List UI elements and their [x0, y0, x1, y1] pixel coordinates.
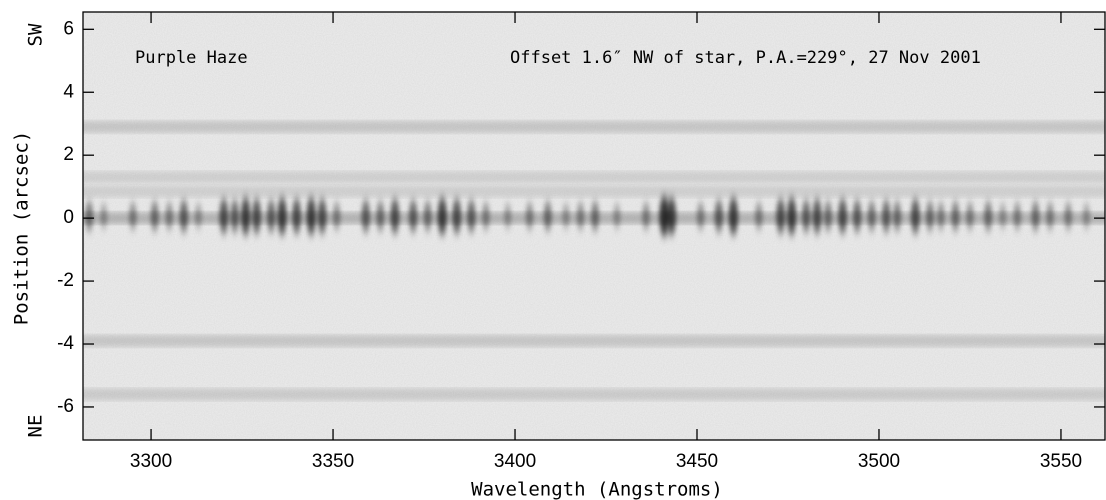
spatial-band — [83, 334, 1105, 347]
x-tick-label: 3400 — [494, 451, 536, 472]
plot-area — [83, 12, 1105, 440]
emission-feature — [881, 200, 891, 232]
emission-feature — [892, 201, 902, 231]
spatial-band — [83, 171, 1105, 184]
annotation: Purple Haze — [135, 48, 248, 68]
emission-feature — [292, 198, 302, 234]
emission-feature — [306, 197, 317, 235]
y-tick-label: 0 — [63, 207, 74, 228]
emission-feature — [1046, 203, 1055, 230]
emission-feature — [613, 204, 621, 228]
emission-feature — [543, 201, 552, 231]
emission-feature — [823, 201, 833, 231]
x-tick-label: 3550 — [1040, 451, 1082, 472]
emission-feature — [390, 198, 400, 234]
emission-feature — [230, 200, 240, 232]
emission-feature — [659, 196, 670, 237]
frame — [82, 11, 1106, 441]
emission-feature — [714, 200, 724, 232]
x-tick-label: 3450 — [676, 451, 718, 472]
emission-feature — [466, 200, 476, 232]
emission-feature — [240, 197, 251, 235]
y-axis-label: Position (arcsec) — [11, 131, 33, 325]
spatial-band — [83, 120, 1105, 133]
emission-feature — [128, 203, 137, 230]
emission-feature — [408, 200, 418, 232]
emission-feature — [481, 203, 490, 230]
emission-feature — [361, 200, 371, 232]
emission-feature — [965, 203, 974, 230]
emission-feature — [801, 200, 811, 232]
emission-feature — [452, 198, 462, 234]
emission-feature — [503, 204, 512, 228]
emission-feature — [867, 201, 876, 231]
emission-feature — [590, 201, 600, 231]
emission-feature — [812, 198, 822, 234]
x-tick-label: 3350 — [312, 451, 354, 472]
emission-feature — [728, 197, 739, 235]
spatial-band — [83, 185, 1105, 198]
emission-feature — [332, 203, 341, 230]
x-tick-label: 3500 — [858, 451, 900, 472]
emission-feature — [998, 204, 1007, 228]
emission-feature — [754, 203, 763, 230]
emission-feature — [696, 203, 705, 230]
emission-feature — [1064, 203, 1073, 230]
emission-feature — [1031, 201, 1040, 231]
emission-feature — [150, 201, 159, 231]
emission-feature — [951, 201, 960, 231]
emission-feature — [525, 203, 534, 230]
y-tick-label: 4 — [63, 81, 74, 102]
emission-feature — [194, 204, 203, 228]
emission-feature — [179, 200, 189, 232]
x-tick-label: 3300 — [130, 451, 172, 472]
emission-feature — [776, 198, 786, 234]
emission-feature — [837, 198, 848, 234]
emission-feature — [910, 198, 920, 234]
emission-feature — [1013, 203, 1022, 230]
emission-feature — [219, 198, 229, 234]
emission-feature — [1082, 204, 1091, 228]
emission-feature — [99, 204, 108, 228]
y-tick-label: -6 — [57, 396, 74, 417]
spatial-band — [83, 388, 1105, 401]
emission-feature — [277, 197, 287, 235]
emission-feature — [266, 200, 276, 232]
emission-feature — [786, 197, 797, 235]
emission-feature — [252, 198, 262, 234]
y-tick-label: 2 — [63, 144, 74, 165]
emission-feature — [376, 201, 385, 231]
emission-feature — [642, 203, 651, 230]
emission-feature — [936, 203, 945, 230]
emission-feature — [576, 203, 585, 230]
y-end-label: SW — [25, 23, 47, 46]
emission-feature — [983, 201, 993, 231]
emission-feature — [423, 201, 432, 231]
emission-feature — [562, 204, 570, 228]
emission-feature — [84, 201, 94, 231]
emission-feature — [925, 201, 935, 231]
y-end-label: NE — [25, 415, 47, 438]
annotation: Offset 1.6″ NW of star, P.A.=229°, 27 No… — [510, 48, 981, 68]
emission-feature — [165, 203, 174, 230]
emission-feature — [437, 197, 448, 235]
emission-feature — [852, 200, 862, 232]
y-tick-label: -2 — [57, 270, 74, 291]
emission-feature — [317, 198, 327, 234]
y-tick-label: 6 — [63, 18, 74, 39]
x-axis-label: Wavelength (Angstroms) — [471, 479, 723, 500]
emission-feature — [666, 197, 677, 235]
y-tick-label: -4 — [57, 333, 74, 354]
